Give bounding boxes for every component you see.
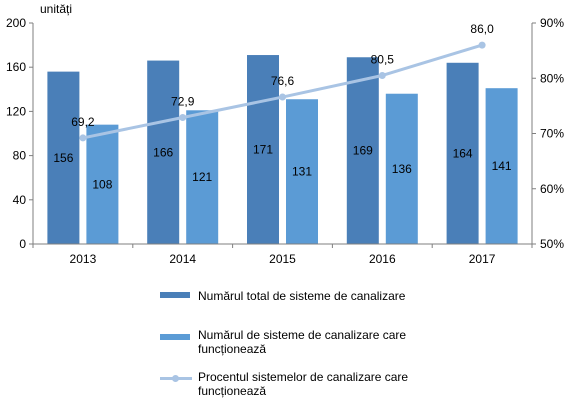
bar-label-2-2014: 121: [192, 170, 212, 184]
line-series-layer: 69,2 72,9 76,6 80,5 86,0: [71, 22, 494, 142]
line-point-2017: [478, 41, 486, 49]
legend: Numărul total de sisteme de canalizare N…: [160, 286, 460, 410]
line-point-2013: [79, 134, 87, 142]
legend-label-percent-line1: Procentul sistemelor de canalizare care: [198, 370, 409, 384]
x-tick-label-2015: 2015: [269, 252, 296, 266]
y-right-tick-label: 60%: [540, 182, 564, 196]
line-point-2014: [179, 113, 187, 121]
axes-layer: 0 40 80 120 160 200 50% 60% 70% 80% 90% 2013 2014 201…: [6, 16, 564, 266]
bar-label-1-2013: 156: [53, 151, 73, 165]
combo-chart: 156 108 166 121 171 131 169 136 164 141 0 40 80 120 1…: [6, 2, 564, 266]
y-left-tick-label: 120: [6, 104, 26, 118]
legend-marker-percent: [172, 375, 179, 382]
legend-label-percent: Procentul sistemelor de canalizare care …: [198, 370, 408, 398]
y-right-tick-label: 50%: [540, 237, 564, 251]
line-label-2014: 72,9: [171, 94, 195, 108]
bar-1-2017: [446, 62, 479, 244]
line-point-2016: [378, 71, 386, 79]
line-label-2017: 86,0: [470, 22, 494, 36]
bar-label-2-2015: 131: [292, 165, 312, 179]
line-label-2013: 69,2: [71, 115, 95, 129]
y-left-tick-label: 160: [6, 60, 26, 74]
legend-item-total: Numărul total de sisteme de canalizare: [160, 286, 460, 308]
legend-item-percent: Procentul sistemelor de canalizare care …: [160, 370, 460, 410]
y-right-tick-label: 90%: [540, 16, 564, 30]
y-left-tick-label: 200: [6, 16, 26, 30]
bar-label-1-2015: 171: [253, 143, 273, 157]
legend-swatch-functioning: [160, 334, 190, 340]
legend-label-total: Numărul total de sisteme de canalizare: [198, 289, 406, 303]
line-percent: [82, 43, 483, 140]
y-right-tick-label: 80%: [540, 71, 564, 85]
bar-2-2014: [186, 110, 219, 244]
y-left-tick-label: 40: [13, 193, 27, 207]
bar-labels-layer: 156 108 166 121 171 131 169 136 164 141: [53, 143, 512, 192]
bar-2-2017: [485, 88, 518, 244]
line-label-2016: 80,5: [371, 52, 395, 66]
bar-1-2015: [247, 55, 279, 244]
bar-label-1-2016: 169: [353, 144, 373, 158]
y-axis-unit-label: unități: [40, 2, 72, 16]
legend-label-percent-line2: funcționează: [198, 384, 267, 398]
legend-label-functioning: Numărul de sisteme de canalizare care fu…: [198, 328, 406, 356]
bar-2-2015: [286, 99, 318, 245]
bar-label-2-2017: 141: [492, 159, 512, 173]
y-left-tick-label: 0: [19, 237, 26, 251]
x-tick-label-2016: 2016: [369, 252, 396, 266]
bar-label-1-2017: 164: [453, 146, 473, 160]
legend-label-functioning-line1: Numărul de sisteme de canalizare care: [198, 328, 407, 342]
x-tick-label-2014: 2014: [169, 252, 196, 266]
bar-2-2013: [86, 124, 119, 244]
bar-1-2013: [47, 71, 80, 245]
bar-label-2-2013: 108: [92, 177, 112, 191]
x-tick-label-2017: 2017: [469, 252, 496, 266]
y-right-tick-label: 70%: [540, 127, 564, 141]
bar-1-2014: [147, 60, 180, 244]
legend-item-functioning: Numărul de sisteme de canalizare care fu…: [160, 328, 460, 368]
bar-label-1-2014: 166: [153, 145, 173, 159]
legend-label-functioning-line2: funcționează: [198, 342, 267, 356]
bar-1-2016: [346, 57, 379, 244]
bar-2-2016: [385, 93, 418, 244]
x-tick-label-2013: 2013: [70, 252, 97, 266]
line-point-2015: [279, 93, 286, 101]
y-left-tick-label: 80: [13, 149, 27, 163]
bars-layer: [47, 55, 518, 245]
legend-swatch-total: [160, 292, 190, 298]
line-label-2015: 76,6: [271, 74, 295, 88]
bar-label-2-2016: 136: [392, 162, 412, 176]
